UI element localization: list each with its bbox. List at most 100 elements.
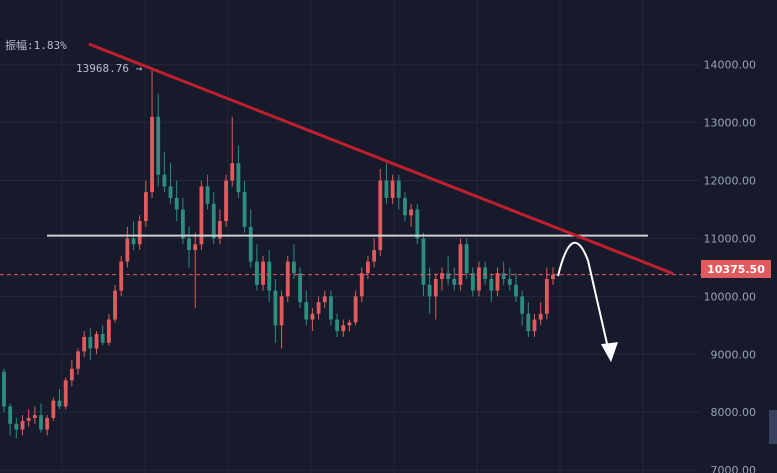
candle-body [273, 290, 278, 326]
candle-body [544, 279, 549, 314]
y-tick-label: 12000.00 [704, 175, 757, 188]
candle-body [347, 322, 352, 326]
candle-body [94, 334, 99, 349]
candle-body [267, 261, 272, 291]
candle-body [131, 238, 136, 245]
candle-body [427, 284, 432, 297]
candle-body [119, 261, 124, 291]
y-tick-label: 7000.00 [711, 464, 757, 473]
candle-body [477, 267, 481, 291]
candle-body [150, 116, 154, 193]
candle-body [279, 296, 284, 326]
candle-body [187, 238, 191, 251]
candle-body [372, 250, 377, 262]
candle-body [242, 192, 247, 227]
candle-body [415, 209, 420, 239]
current-price-tag: 10375.50 [701, 260, 771, 278]
candle-body [26, 417, 31, 421]
candle-body [261, 261, 265, 285]
candle-body [180, 209, 185, 239]
candle-body [156, 116, 161, 175]
current-price-tag-bg [701, 260, 771, 278]
scroll-handle[interactable] [769, 410, 777, 444]
candle-body [174, 197, 179, 210]
candle-body [205, 186, 210, 204]
candle-body [292, 261, 296, 274]
candle-body [396, 180, 401, 198]
candle-body [199, 186, 204, 245]
y-tick-label: 13000.00 [704, 117, 757, 130]
candle-body [483, 267, 488, 280]
candle-body [20, 420, 25, 430]
candle-body [88, 336, 93, 349]
price-axis: 14000.00 13000.00 12000.00 11000.00 10000.00… [704, 59, 757, 473]
high-price-marker: 13968.76 → [76, 62, 143, 75]
candle-body [514, 284, 518, 297]
candle-body [45, 417, 50, 430]
candles [2, 70, 555, 439]
y-tick-label: 8000.00 [711, 406, 757, 419]
candle-body [76, 351, 80, 369]
candle-body [230, 163, 235, 181]
y-tick-label: 9000.00 [711, 348, 757, 361]
candle-body [193, 244, 198, 251]
candle-body [532, 319, 537, 332]
candle-body [63, 380, 68, 407]
candle-body [538, 313, 543, 320]
candle-body [143, 192, 148, 222]
candle-body [329, 296, 333, 320]
candle-body [14, 423, 19, 430]
candle-body [113, 290, 117, 320]
candle-body [433, 279, 438, 297]
candle-body [316, 302, 321, 314]
candle-body [489, 279, 494, 291]
candle-body [217, 221, 222, 239]
candle-body [32, 415, 37, 418]
candle-body [458, 244, 463, 285]
candle-body [446, 273, 451, 280]
candle-body [248, 226, 253, 262]
candle-body [168, 186, 173, 198]
candle-body [224, 180, 228, 222]
candle-body [378, 180, 383, 251]
candle-body [335, 319, 340, 332]
candle-body [236, 163, 241, 193]
candle-body [162, 174, 167, 187]
candle-body [403, 197, 407, 216]
candle-body [366, 261, 370, 274]
candle-body [501, 273, 506, 280]
candle-body [322, 296, 327, 303]
candle-body [211, 203, 216, 239]
candle-body [440, 273, 444, 280]
current-price-tag-label: 10375.50 [707, 263, 765, 276]
candle-body [298, 273, 303, 303]
candle-body [520, 296, 525, 314]
candle-body [421, 238, 426, 285]
candle-body [51, 400, 56, 418]
overlays [0, 42, 701, 363]
candle-body [551, 274, 555, 280]
y-tick-label: 10000.00 [704, 290, 757, 303]
candle-body [125, 238, 130, 262]
candle-body [254, 261, 259, 285]
candle-body [137, 221, 142, 245]
candle-body [507, 279, 512, 285]
amplitude-label: 振幅:1.83% [5, 38, 67, 52]
candle-body [470, 273, 475, 291]
candle-body [69, 368, 74, 381]
candle-body [526, 313, 531, 332]
candle-body [106, 319, 111, 343]
candle-body [39, 415, 43, 430]
projection-arrow-path [557, 241, 609, 349]
candle-body [82, 336, 87, 352]
candle-body [8, 406, 13, 424]
candle-body [353, 296, 358, 323]
candle-body [452, 279, 457, 285]
resistance-trendline [88, 42, 674, 275]
candle-body [464, 244, 469, 274]
grid [0, 0, 700, 473]
candle-body [304, 302, 309, 320]
candle-body [57, 400, 62, 407]
candle-body [100, 334, 105, 343]
